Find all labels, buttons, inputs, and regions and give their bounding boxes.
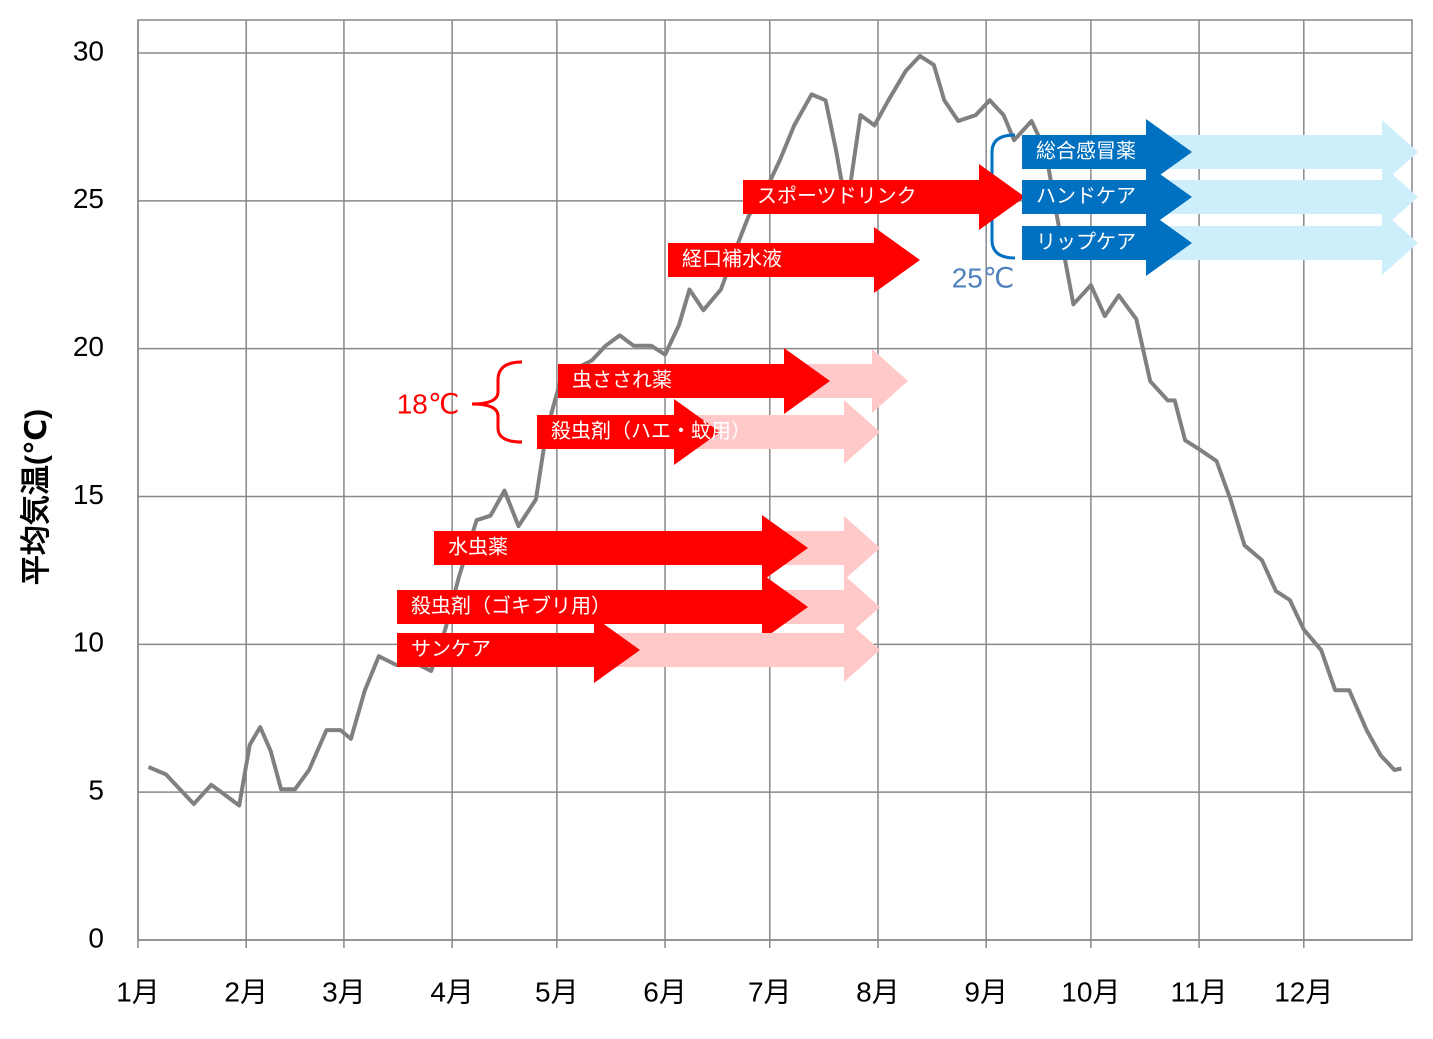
- y-tick-label: 15: [73, 479, 104, 510]
- x-tick-label: 5月: [535, 976, 579, 1007]
- x-tick-label: 2月: [224, 976, 268, 1007]
- arrow-label: 殺虫剤（ゴキブリ用）: [411, 593, 611, 617]
- y-axis-label: 平均気温(℃): [20, 409, 53, 585]
- y-tick-label: 30: [73, 35, 104, 66]
- arrow: [397, 617, 640, 683]
- arrow-label: 虫さされ薬: [572, 368, 672, 391]
- x-tick-label: 12月: [1274, 976, 1333, 1007]
- x-tick-label: 3月: [322, 976, 366, 1007]
- x-tick-label: 9月: [964, 976, 1008, 1007]
- x-tick-label: 1月: [116, 976, 160, 1007]
- arrow-extension: [1132, 211, 1418, 275]
- arrow-label: スポーツドリンク: [757, 184, 917, 207]
- arrow-label: 経口補水液: [682, 247, 782, 270]
- y-tick-label: 0: [88, 922, 104, 953]
- x-tick-label: 4月: [430, 976, 474, 1007]
- arrow-extension: [1132, 165, 1418, 229]
- temperature-line: [147, 54, 1402, 808]
- brace-label: 18℃: [397, 388, 460, 419]
- x-tick-label: 6月: [643, 976, 687, 1007]
- arrow-extension: [1132, 120, 1418, 184]
- x-tick-label: 11月: [1171, 976, 1228, 1007]
- y-tick-label: 25: [73, 183, 104, 214]
- y-tick-label: 10: [73, 627, 104, 658]
- arrow: [434, 515, 808, 581]
- arrow-extension: [660, 400, 880, 464]
- arrow-label: ハンドケア: [1036, 185, 1136, 207]
- arrow: [668, 227, 920, 293]
- arrow-label: 水虫薬: [448, 535, 508, 558]
- y-tick-label: 20: [73, 331, 104, 362]
- arrow: [537, 399, 720, 465]
- brace-label: 25℃: [952, 262, 1015, 293]
- arrow: [558, 348, 830, 414]
- arrow-label: サンケア: [411, 638, 491, 660]
- arrow-label: 殺虫剤（ハエ・蚊用）: [551, 419, 751, 442]
- y-tick-label: 5: [88, 775, 104, 806]
- x-tick-label: 8月: [856, 976, 900, 1007]
- arrow: [397, 574, 808, 640]
- arrow-extension: [580, 618, 880, 682]
- arrow: [743, 164, 1025, 230]
- x-tick-label: 10月: [1061, 976, 1120, 1007]
- arrow-label: リップケア: [1036, 231, 1136, 253]
- plot-area: 0 5 10 15 20 25 30 1月 2月 3月 4月 5月 6月 7月 8月 9月 10月 11月 12月: [73, 19, 1413, 1007]
- brace-18: [471, 360, 523, 444]
- x-tick-label: 7月: [748, 976, 792, 1007]
- arrow: [1022, 210, 1192, 276]
- arrow-label: 総合感冒薬: [1036, 139, 1136, 162]
